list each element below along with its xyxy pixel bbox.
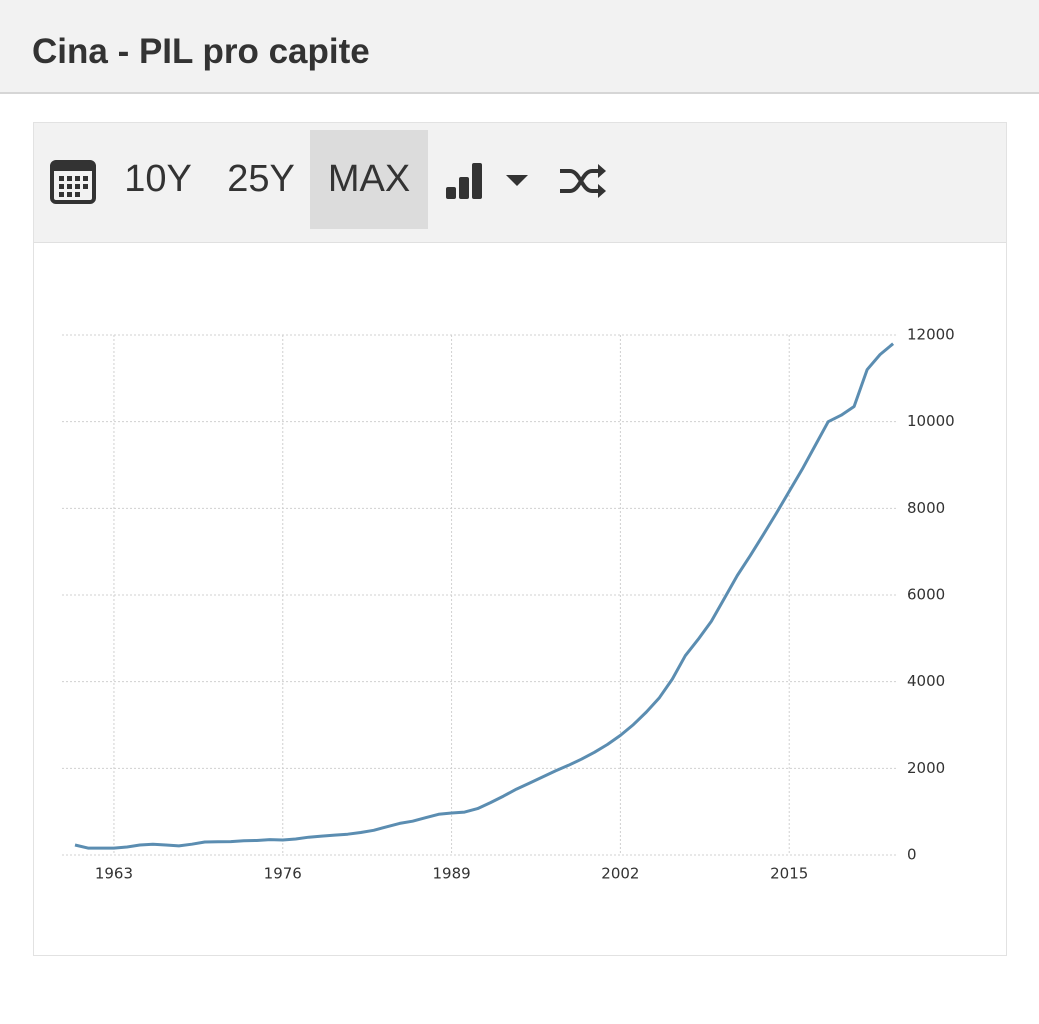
y-tick-label: 8000	[907, 499, 945, 517]
dropdown-caret[interactable]	[504, 173, 530, 189]
x-tick-label: 1963	[95, 865, 133, 883]
calendar-icon[interactable]	[50, 158, 98, 206]
data-line	[74, 342, 895, 850]
chart-panel: 10Y 25Y MAX	[33, 122, 1007, 956]
x-tick-label: 1976	[264, 865, 302, 883]
header: Cina - PIL pro capite	[0, 0, 1039, 94]
y-tick-label: 6000	[907, 586, 945, 604]
page-title: Cina - PIL pro capite	[32, 32, 370, 71]
y-tick-label: 4000	[907, 672, 945, 690]
x-tick-label: 2002	[601, 865, 639, 883]
y-tick-label: 12000	[907, 326, 955, 344]
y-tick-label: 2000	[907, 759, 945, 777]
range-button-active[interactable]: MAX	[310, 130, 428, 229]
shuffle-icon[interactable]	[558, 161, 608, 201]
y-tick-label: 10000	[907, 412, 955, 430]
x-tick-label: 1989	[432, 865, 470, 883]
toolbar: 10Y 25Y MAX	[34, 123, 1006, 243]
range-button[interactable]: 25Y	[227, 158, 295, 200]
x-tick-label: 2015	[770, 865, 808, 883]
chart-type-icon[interactable]	[444, 159, 484, 203]
y-tick-label: 0	[907, 846, 917, 864]
range-button[interactable]: 10Y	[124, 158, 192, 200]
